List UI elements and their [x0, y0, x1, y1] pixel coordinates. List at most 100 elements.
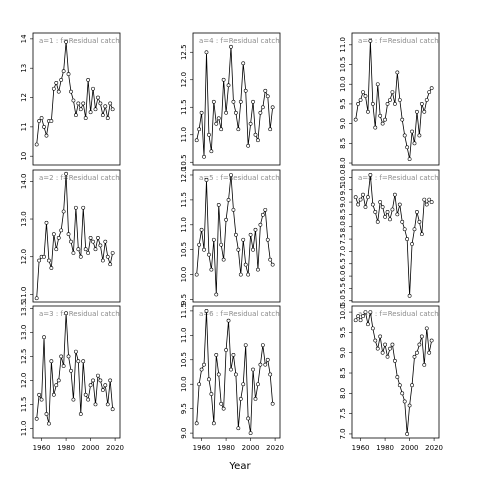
point: [263, 207, 268, 212]
point: [211, 237, 216, 242]
y-tick-label: 11.0: [339, 37, 347, 53]
point: [407, 293, 412, 298]
point: [73, 349, 78, 354]
y-tick-label: 11.0: [180, 217, 188, 233]
y-tick-label: 9.5: [180, 294, 188, 305]
point: [231, 352, 236, 357]
point: [402, 133, 407, 138]
point: [199, 367, 204, 372]
point: [37, 392, 42, 397]
point: [397, 202, 402, 207]
point: [260, 105, 265, 110]
point: [71, 397, 76, 402]
point: [390, 90, 395, 95]
point: [361, 314, 365, 319]
point: [375, 346, 380, 351]
point: [49, 359, 54, 364]
point: [378, 200, 383, 204]
point: [91, 378, 95, 383]
point: [66, 354, 71, 359]
y-tick-label: 12.0: [20, 249, 28, 265]
point: [270, 262, 275, 267]
point: [378, 334, 383, 339]
point: [412, 354, 417, 359]
point: [229, 44, 233, 49]
point: [366, 195, 370, 200]
point: [110, 407, 115, 412]
point: [410, 383, 414, 388]
point: [56, 235, 61, 240]
point: [197, 242, 202, 247]
point: [61, 69, 66, 74]
point: [248, 232, 253, 237]
point: [93, 107, 98, 112]
point: [407, 403, 412, 408]
point: [88, 235, 93, 240]
point: [56, 378, 61, 383]
point: [88, 383, 93, 388]
y-tick-label: 11.0: [180, 328, 188, 344]
point: [253, 132, 258, 137]
point: [66, 232, 71, 237]
point: [256, 382, 260, 387]
point: [211, 421, 216, 426]
point: [78, 107, 83, 112]
point: [253, 227, 258, 232]
point: [358, 197, 363, 202]
point: [86, 397, 91, 402]
y-tick-label: 9.5: [180, 403, 188, 414]
point: [380, 205, 385, 209]
point: [64, 171, 68, 176]
point: [214, 121, 219, 126]
point: [105, 254, 110, 259]
point: [199, 110, 204, 115]
point: [429, 86, 434, 91]
point: [47, 421, 51, 426]
point: [202, 247, 206, 252]
point: [103, 383, 108, 388]
y-tick-label: 11.5: [180, 192, 188, 208]
point: [419, 232, 424, 237]
point: [356, 202, 361, 207]
point: [366, 109, 370, 114]
point: [231, 207, 236, 212]
point: [405, 237, 410, 241]
point: [429, 200, 434, 204]
point: [229, 173, 233, 177]
x-tick-label: 1980: [57, 444, 75, 452]
panel-frame: [32, 169, 121, 303]
y-tick-label: 12.0: [180, 167, 188, 183]
point: [66, 72, 71, 76]
point: [380, 350, 385, 355]
point: [221, 77, 226, 82]
point: [98, 101, 103, 106]
x-tick-label: 1960: [33, 444, 51, 452]
point: [258, 362, 263, 367]
point: [44, 220, 49, 225]
point: [76, 101, 81, 106]
y-tick-label: 8.0: [339, 157, 347, 168]
point: [202, 154, 206, 159]
point: [388, 217, 392, 222]
series-line: [355, 311, 433, 434]
y-tick-label: 10.0: [339, 76, 347, 92]
point: [108, 378, 113, 383]
point: [59, 354, 64, 359]
point: [214, 292, 219, 297]
point: [233, 232, 238, 237]
point: [54, 80, 59, 85]
point: [204, 308, 209, 313]
point: [100, 258, 105, 263]
point: [265, 237, 270, 242]
point: [373, 210, 378, 214]
point: [417, 219, 422, 224]
panel-frame: [351, 32, 440, 166]
point: [221, 257, 226, 262]
y-tick-label: 10.0: [180, 376, 188, 392]
point: [407, 157, 412, 161]
y-tick-label: 7.5: [339, 408, 347, 419]
point: [392, 102, 397, 106]
panel-title: a=4 : f=Residual catch: [199, 37, 280, 45]
x-tick-label: 1980: [217, 444, 235, 452]
point: [103, 104, 108, 109]
